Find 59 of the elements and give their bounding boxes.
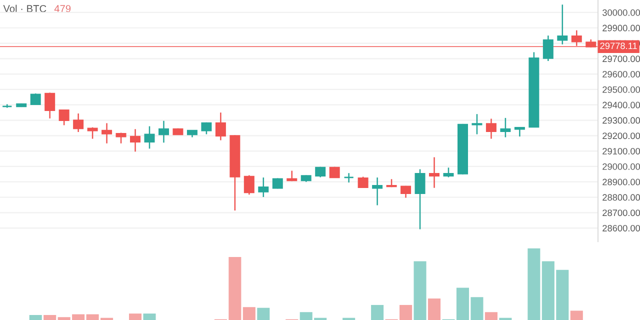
bar: [528, 248, 540, 320]
candlestick: [87, 127, 98, 139]
y-tick-label: 29400.00: [602, 102, 640, 108]
candlestick: [486, 118, 496, 139]
candlestick: [73, 113, 84, 132]
y-tick-label: 29300.00: [602, 117, 640, 124]
candlestick: [286, 170, 298, 182]
candlestick: [358, 176, 368, 188]
y-tick-label: 28600.00: [602, 224, 640, 232]
y-tick-label: 30000.00: [602, 9, 640, 16]
y-tick-label: 29000.00: [602, 163, 640, 170]
bar: [128, 314, 142, 320]
candlestick: [372, 178, 383, 206]
candlestick: [542, 36, 554, 61]
y-tick-label: 29200.00: [602, 132, 640, 140]
candlestick: [329, 166, 340, 178]
candlestick: [315, 166, 326, 178]
candlestick: [116, 132, 126, 144]
bar: [414, 261, 426, 320]
bar: [29, 314, 42, 320]
candlestick: [472, 114, 482, 134]
candlestick: [44, 92, 56, 118]
candlestick: [102, 123, 112, 144]
bar: [242, 307, 256, 320]
bar: [257, 308, 270, 320]
candlestick: [272, 178, 283, 189]
candlestick: [514, 126, 525, 136]
candlestick: [130, 129, 141, 152]
candlestick: [244, 175, 254, 195]
candlestick: [500, 118, 511, 138]
y-tick-label: 28700.00: [602, 210, 640, 216]
candlestick: [414, 169, 426, 230]
y-tick-label: 29600.00: [602, 70, 640, 78]
bar: [570, 310, 583, 320]
chart-title: Vol · BTC: [3, 4, 46, 12]
candlestick: [557, 4, 568, 44]
candlestick: [58, 110, 70, 126]
bar: [44, 314, 56, 320]
candlestick: [215, 112, 226, 140]
y-tick-label: 29700.00: [602, 56, 640, 62]
y-tick-label: 28900.00: [602, 178, 640, 186]
y-tick-label: 28800.00: [602, 194, 640, 201]
candlestick: [158, 120, 169, 143]
candlestick: [201, 122, 212, 134]
bar: [428, 298, 441, 320]
bar: [371, 304, 384, 320]
y-tick-label: 29900.00: [602, 24, 640, 32]
bar: [143, 314, 156, 320]
candlestick: [144, 126, 155, 149]
candlestick: [258, 178, 269, 197]
ref-line-label: 29778.11: [600, 42, 637, 50]
bar: [484, 312, 498, 320]
candlestick: [30, 93, 41, 105]
annotation: 479: [54, 5, 71, 12]
y-tick-label: 29500.00: [602, 86, 640, 93]
y-tick-label: 29100.00: [602, 148, 640, 154]
candlestick: [400, 186, 412, 198]
candlestick: [344, 173, 354, 182]
candlestick: [429, 157, 440, 188]
